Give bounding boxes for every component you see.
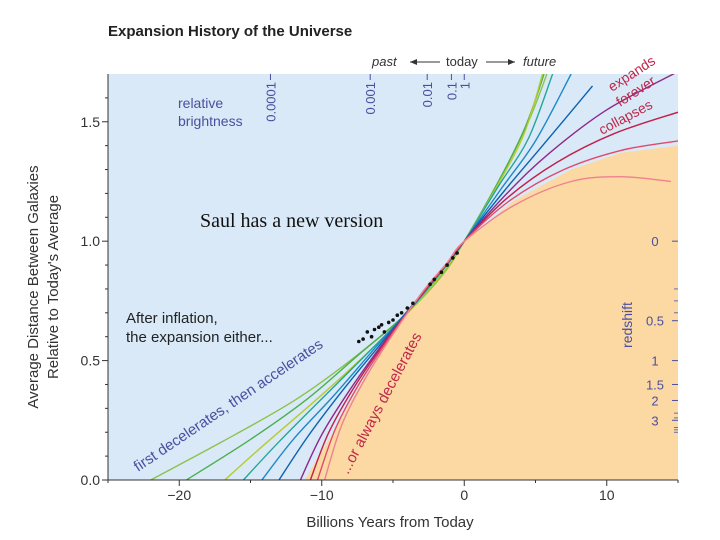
observation-point [439,270,444,275]
brightness-tick-label: 0.01 [420,82,435,107]
y-tick-label: 0.5 [81,353,101,369]
brightness-tick-label: 0.1 [444,82,459,100]
observation-point [405,306,410,310]
past-arrowhead [410,59,417,65]
x-tick-label: −10 [310,487,334,503]
brightness-scale: 0.0001 0.001 0.01 0.11 relative brightness [178,74,472,129]
model-curve-3 [224,74,544,480]
observation-point [372,327,377,332]
inflation-label: After inflation, [126,310,218,327]
observation-point [428,282,432,287]
x-tick-label: −20 [167,487,191,503]
observation-point [411,301,415,306]
brightness-tick-label: 0.001 [363,82,378,115]
redshift-tick-label: 2 [651,393,658,408]
future-arrowhead [508,59,515,65]
chart-title: Expansion History of the Universe [108,23,352,40]
brightness-label: relative [178,95,223,111]
future-label: future [523,54,556,69]
observation-point [395,313,400,318]
overlay-note: Saul has a new version [200,210,384,232]
today-label: today [446,54,478,69]
model-curve-10 [323,175,671,480]
redshift-label: redshift [619,302,635,348]
y-tick-label: 1.0 [81,233,101,249]
observation-point [382,330,387,334]
brightness-label: brightness [178,113,243,129]
y-tick-label: 1.5 [81,114,101,130]
observation-point [445,263,449,267]
brightness-tick-label: 0.0001 [263,82,278,122]
supernova-observations [357,251,459,344]
observation-point [399,311,404,315]
observation-point [365,330,370,334]
observation-point [455,251,459,255]
redshift-tick-label: 0 [651,234,658,249]
observation-point [379,323,384,327]
past-label: past [371,54,398,69]
x-tick-label: 10 [599,487,615,503]
redshift-tick-label: 1 [651,354,658,369]
redshift-tick-label: 1.5 [646,377,664,392]
observation-point [361,337,365,341]
observation-point [432,277,437,282]
observation-point [391,318,395,322]
x-tick-label: 0 [460,487,468,503]
brightness-tick-label: 1 [457,82,472,89]
observation-point [357,339,361,344]
observation-point [369,334,374,339]
redshift-scale: 0 0.5 1 1.52 3 redshift [619,234,678,433]
x-axis-label: Billions Years from Today [306,514,474,531]
y-tick-label: 0.0 [81,472,101,488]
redshift-tick-label: 0.5 [646,314,664,329]
y-axis-label: Average Distance Between Galaxies [25,165,42,408]
redshift-tick-label: 3 [651,413,658,428]
decelerating-region [304,145,678,480]
observation-point [377,325,381,330]
observation-point [451,256,455,260]
observation-point [386,320,391,325]
inflation-label: the expansion either... [126,329,273,346]
plot-background [108,74,678,480]
y-axis-label: Relative to Today's Average [45,195,62,379]
